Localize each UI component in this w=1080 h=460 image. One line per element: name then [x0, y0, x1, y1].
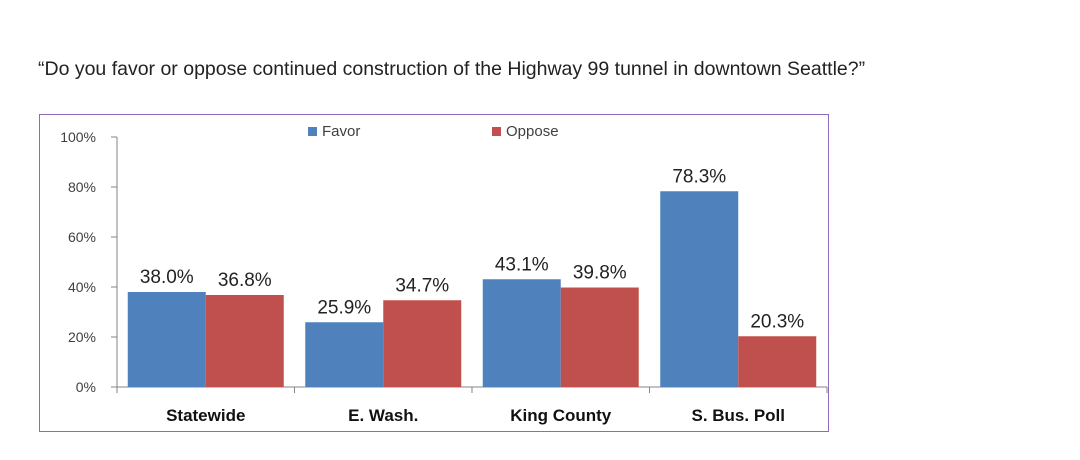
data-label: 25.9% [317, 297, 371, 318]
y-tick-label: 100% [60, 129, 96, 145]
y-tick-label: 20% [68, 329, 96, 345]
y-tick-label: 40% [68, 279, 96, 295]
data-label: 34.7% [395, 275, 449, 296]
category-label: S. Bus. Poll [691, 406, 785, 425]
bar-oppose [560, 287, 639, 387]
chart-frame: 0% 20% 40% 60% 80% 100% 38.0% 36.8% Statewide 25.… [39, 114, 829, 432]
bar-chart: 0% 20% 40% 60% 80% 100% 38.0% 36.8% Statewide 25.… [60, 123, 828, 425]
bar-favor [482, 279, 561, 387]
category-label: King County [510, 406, 612, 425]
y-tick-label: 0% [76, 379, 96, 395]
bar-oppose [383, 300, 462, 387]
question-title: “Do you favor or oppose continued constr… [38, 58, 866, 80]
legend-label: Favor [322, 123, 360, 140]
data-label: 38.0% [140, 267, 194, 288]
data-label: 20.3% [750, 311, 804, 332]
legend-label: Oppose [506, 123, 559, 140]
legend-swatch-favor [308, 127, 317, 136]
bar-oppose [205, 295, 284, 387]
bar-favor [305, 322, 384, 387]
data-label: 39.8% [573, 263, 627, 284]
data-label: 78.3% [672, 166, 726, 187]
y-tick-label: 80% [68, 179, 96, 195]
legend-swatch-oppose [492, 127, 501, 136]
bar-favor [127, 292, 206, 387]
category-label: Statewide [166, 406, 245, 425]
y-tick-label: 60% [68, 229, 96, 245]
data-label: 43.1% [495, 254, 549, 275]
category-label: E. Wash. [348, 406, 418, 425]
data-label: 36.8% [218, 270, 272, 291]
bar-oppose [738, 336, 817, 387]
bar-favor [660, 191, 739, 387]
